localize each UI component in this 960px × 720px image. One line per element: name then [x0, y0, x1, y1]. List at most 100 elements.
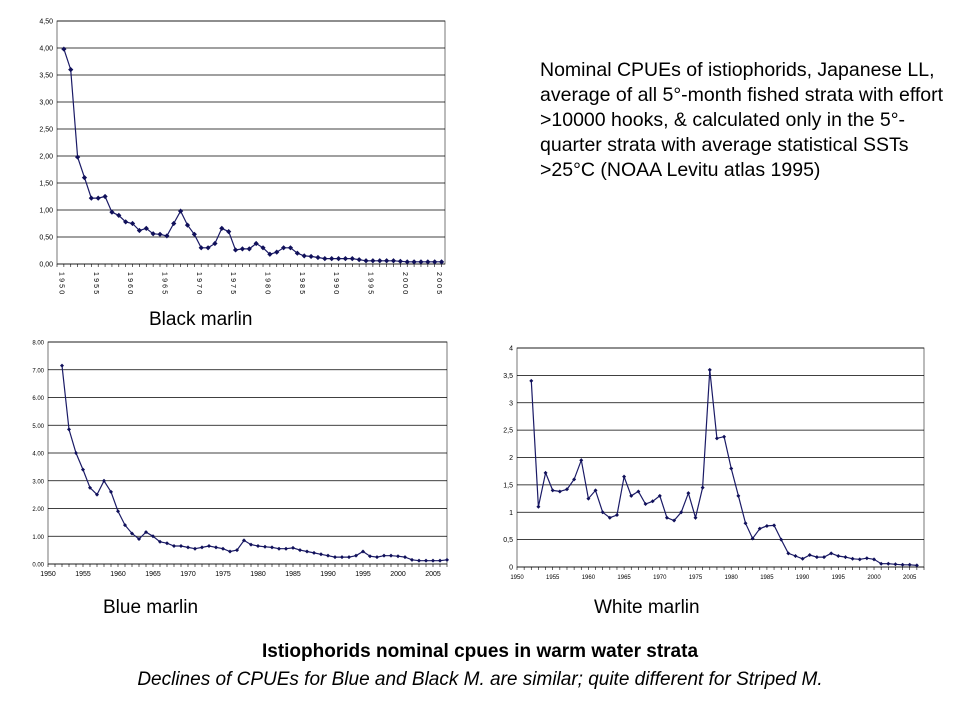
blue-data-point [361, 549, 365, 554]
black-data-point [377, 258, 383, 264]
white-data-point [543, 470, 548, 475]
white-y-tick-label: 1,5 [503, 482, 513, 489]
white-data-point [829, 551, 834, 556]
white-data-point [636, 489, 641, 494]
blue-data-point [249, 542, 253, 547]
white-marlin-caption: White marlin [594, 597, 700, 618]
black-x-tick-label: 2000 [401, 272, 408, 296]
blue-x-tick-label: 2005 [425, 571, 441, 578]
black-data-point [226, 229, 232, 235]
blue-data-point [410, 557, 414, 562]
black-x-tick-label: 2005 [435, 272, 442, 296]
black-data-point [425, 259, 431, 265]
black-y-tick-label: 4,00 [39, 46, 53, 53]
blue-data-point [417, 558, 421, 563]
black-x-tick-label: 1950 [58, 272, 65, 296]
blue-data-point [137, 537, 141, 542]
white-data-point [536, 504, 541, 509]
white-data-point [693, 515, 698, 520]
white-data-point [886, 561, 891, 566]
white-data-point [600, 510, 605, 515]
blue-data-point [319, 552, 323, 557]
black-data-point [432, 259, 438, 265]
white-data-point [529, 378, 534, 383]
white-x-tick-label: 1985 [760, 575, 774, 581]
black-data-point [411, 259, 417, 265]
black-data-point [157, 231, 163, 237]
blue-data-point [347, 555, 351, 560]
blue-y-tick-label: 3.00 [32, 479, 44, 485]
blue-data-point [291, 545, 295, 550]
white-data-point [857, 557, 862, 562]
blue-data-point [144, 530, 148, 535]
white-data-point [686, 491, 691, 496]
white-y-tick-label: 3,5 [503, 373, 513, 380]
black-marlin-caption: Black marlin [149, 309, 253, 330]
black-data-point [232, 247, 239, 253]
blue-data-point [354, 553, 358, 558]
blue-data-point [298, 548, 302, 553]
white-y-tick-label: 2,5 [503, 428, 513, 435]
white-x-tick-label: 1970 [653, 575, 667, 581]
black-data-point [384, 258, 390, 264]
blue-y-tick-label: 4.00 [32, 452, 44, 458]
slide-title: Istiophorids nominal cpues in warm water… [261, 641, 699, 662]
white-data-point [629, 493, 634, 498]
white-x-tick-label: 1980 [725, 575, 739, 581]
black-data-point [95, 195, 101, 201]
white-data-point [907, 562, 912, 567]
black-x-tick-label: 1980 [264, 272, 271, 296]
black-data-point [198, 245, 204, 251]
white-data-point [814, 555, 819, 560]
black-x-tick-label: 1965 [161, 272, 168, 296]
blue-data-point [179, 543, 183, 548]
blue-y-tick-label: 7.00 [32, 368, 44, 374]
white-data-point [822, 555, 827, 560]
blue-data-point [382, 553, 386, 558]
blue-data-point [207, 543, 211, 548]
black-data-point [356, 257, 362, 263]
black-data-point [253, 240, 259, 247]
white-data-point [714, 436, 719, 441]
white-data-point [614, 512, 619, 517]
black-y-tick-label: 2,00 [39, 154, 53, 161]
black-data-point [404, 259, 410, 265]
black-data-point [294, 250, 300, 256]
white-data-point [736, 493, 741, 498]
black-data-point [315, 254, 321, 261]
white-x-tick-label: 1950 [510, 575, 524, 581]
white-data-point [729, 466, 734, 471]
chart-description: Nominal CPUEs of istiophorids, Japanese … [540, 59, 944, 181]
blue-data-point [102, 478, 106, 483]
blue-data-point [375, 555, 379, 560]
black-data-point [205, 245, 211, 251]
blue-x-tick-label: 1965 [145, 571, 161, 578]
white-x-tick-label: 2005 [903, 575, 917, 581]
blue-data-point [81, 467, 85, 472]
white-data-point [572, 477, 577, 482]
black-data-point [239, 246, 246, 252]
blue-data-point [368, 554, 372, 559]
white-data-point [800, 556, 805, 561]
blue-y-tick-label: 8.00 [32, 341, 44, 347]
white-data-point [743, 521, 748, 526]
black-data-point [61, 46, 67, 52]
white-data-point [700, 485, 705, 490]
white-data-point [843, 555, 848, 560]
blue-data-point [123, 523, 127, 528]
black-x-tick-label: 1985 [298, 272, 305, 296]
white-data-point [586, 496, 591, 501]
black-x-tick-label: 1995 [367, 272, 374, 296]
black-data-point [363, 258, 369, 264]
white-data-point [672, 518, 677, 523]
black-data-point [212, 240, 218, 247]
blue-x-tick-label: 1960 [110, 571, 126, 578]
white-data-point [557, 489, 562, 494]
blue-data-point [186, 545, 190, 550]
white-data-point [879, 561, 884, 566]
black-x-tick-label: 1970 [195, 272, 202, 296]
black-y-tick-label: 2,50 [39, 127, 53, 134]
blue-data-point [256, 543, 260, 548]
blue-data-point [305, 549, 309, 554]
